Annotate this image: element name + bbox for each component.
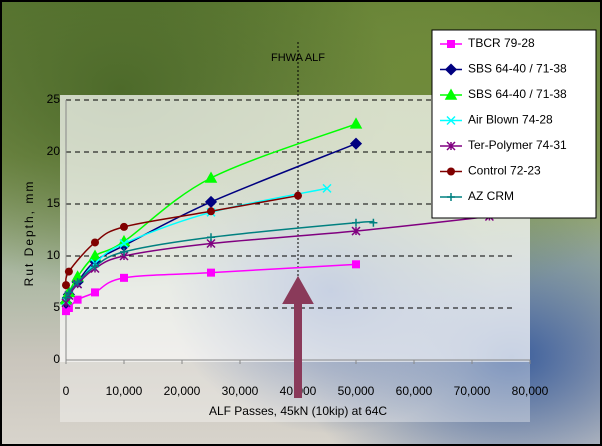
x-tick-label: 0	[63, 384, 70, 398]
marker	[207, 269, 215, 277]
marker	[120, 223, 128, 231]
x-tick-label: 50,000	[338, 384, 375, 398]
legend-label: Air Blown 74-28	[468, 113, 553, 127]
x-tick-label: 70,000	[454, 384, 491, 398]
screenshot: ALF Passes, 45kN (10kip) at 64C Rut Dept…	[0, 0, 602, 446]
y-axis-title: Rut Depth, mm	[22, 180, 36, 287]
x-axis-title: ALF Passes, 45kN (10kip) at 64C	[209, 404, 387, 418]
x-tick-label: 60,000	[396, 384, 433, 398]
y-tick-label: 20	[47, 144, 61, 158]
chart: ALF Passes, 45kN (10kip) at 64C Rut Dept…	[0, 0, 602, 446]
legend-label: SBS 64-40 / 71-38	[468, 87, 567, 101]
marker	[294, 192, 302, 200]
marker	[62, 281, 70, 289]
x-tick-label: 30,000	[222, 384, 259, 398]
marker	[91, 288, 99, 296]
y-tick-label: 25	[47, 92, 61, 106]
marker	[352, 260, 360, 268]
y-tick-label: 10	[47, 248, 61, 262]
y-tick-label: 0	[53, 352, 60, 366]
marker	[207, 207, 215, 215]
annotation-text: FHWA ALF	[271, 52, 325, 64]
legend-label: TBCR 79-28	[468, 36, 535, 50]
x-tick-label: 20,000	[164, 384, 201, 398]
x-tick-label: 80,000	[512, 384, 549, 398]
legend-label: Ter-Polymer 74-31	[468, 138, 567, 152]
y-tick-label: 5	[53, 300, 60, 314]
marker	[120, 274, 128, 282]
marker	[91, 238, 99, 246]
y-tick-label: 15	[47, 196, 61, 210]
legend-label: SBS 64-40 / 71-38	[468, 62, 567, 76]
marker	[447, 168, 455, 176]
x-tick-label: 10,000	[106, 384, 143, 398]
legend-label: Control 72-23	[468, 164, 541, 178]
marker	[447, 40, 455, 48]
legend: TBCR 79-28 SBS 64-40 / 71-38 SBS 64-40 / 7…	[432, 30, 596, 218]
marker	[65, 268, 73, 276]
legend-label: AZ CRM	[468, 189, 514, 203]
